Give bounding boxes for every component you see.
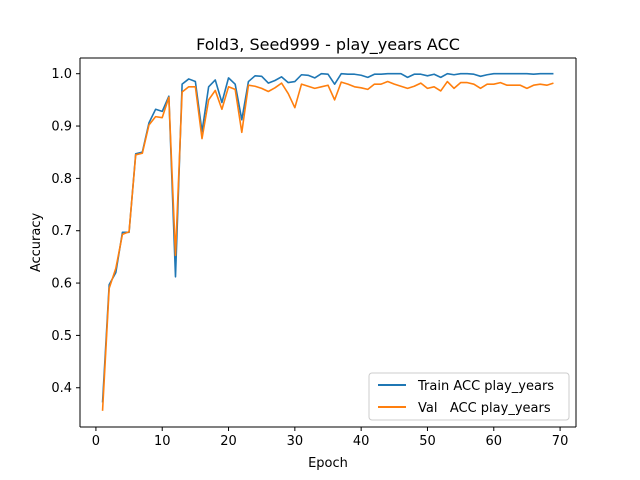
y-axis-label: Accuracy: [29, 213, 44, 273]
series-lines: [101, 72, 554, 411]
x-axis-ticks: 0 10 20 30 40 50 60 70: [92, 427, 569, 449]
x-tick-label: 0: [92, 434, 100, 449]
x-tick-label: 70: [552, 434, 569, 449]
series-line-val: [101, 80, 554, 411]
legend-box: [368, 372, 570, 421]
x-tick-label: 50: [419, 434, 436, 449]
plot-area: [80, 58, 576, 427]
y-tick-label: 0.5: [51, 329, 72, 344]
x-tick-label: 20: [220, 434, 237, 449]
x-axis-label: Epoch: [308, 456, 348, 471]
x-tick-label: 30: [287, 434, 304, 449]
legend-label-train: Train ACC play_years: [417, 379, 554, 394]
y-tick-label: 0.6: [51, 277, 72, 292]
x-tick-label: 40: [353, 434, 370, 449]
x-tick-label: 10: [154, 434, 171, 449]
y-axis-ticks: 0.4 0.5 0.6 0.7 0.8 0.9 1.0: [51, 67, 80, 396]
legend: Train ACC play_years Val ACC play_years: [368, 372, 570, 421]
y-tick-label: 0.8: [51, 172, 72, 187]
y-tick-label: 0.9: [51, 120, 72, 135]
chart-title: Fold3, Seed999 - play_years ACC: [196, 35, 460, 55]
x-tick-label: 60: [486, 434, 503, 449]
y-tick-label: 1.0: [51, 67, 72, 82]
y-tick-label: 0.7: [51, 224, 72, 239]
y-tick-label: 0.4: [51, 381, 72, 396]
legend-label-val: Val ACC play_years: [418, 401, 551, 416]
